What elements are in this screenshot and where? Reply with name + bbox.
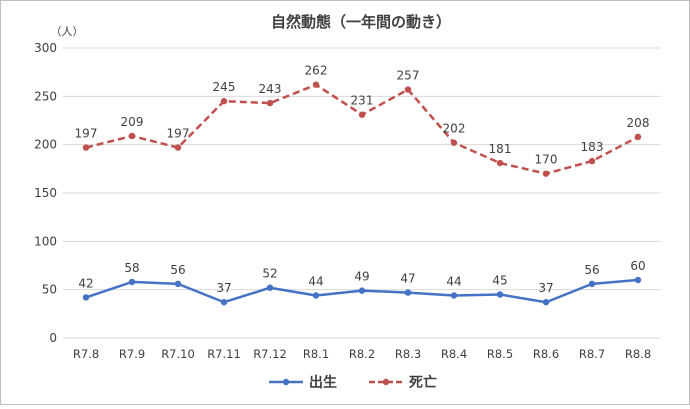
- data-label: 202: [443, 122, 466, 136]
- data-label: 56: [584, 263, 599, 277]
- data-point: [220, 97, 228, 105]
- data-point: [358, 287, 366, 294]
- data-label: 181: [489, 142, 512, 156]
- x-tick-label: R8.6: [533, 347, 559, 361]
- data-point: [82, 294, 90, 301]
- x-tick-label: R8.4: [441, 347, 467, 361]
- data-point: [266, 284, 274, 291]
- data-label: 60: [630, 259, 645, 273]
- data-point: [128, 132, 136, 140]
- x-axis-ticks: R7.8 R7.9 R7.10 R7.11 R7.12 R8.1 R8.2 R8.3 R8.4 R…: [73, 347, 651, 361]
- data-label: 56: [170, 263, 185, 277]
- data-label: 243: [259, 82, 282, 96]
- data-label: 262: [305, 64, 328, 78]
- data-label: 231: [351, 94, 374, 108]
- y-axis-unit-label: （人）: [51, 25, 84, 38]
- data-point: [588, 280, 596, 288]
- y-tick-label: 100: [34, 234, 57, 248]
- data-label: 47: [400, 272, 415, 286]
- x-tick-label: R8.8: [625, 347, 651, 361]
- data-label: 52: [262, 267, 277, 281]
- y-axis-ticks: 0 50 100 150 200 250 300: [34, 41, 57, 345]
- data-point: [174, 280, 182, 288]
- data-point: [588, 157, 596, 165]
- data-label: 58: [124, 261, 139, 275]
- x-tick-label: R7.10: [161, 347, 195, 361]
- data-label: 170: [535, 153, 558, 167]
- data-label: 49: [354, 270, 369, 284]
- data-label: 37: [538, 281, 553, 295]
- x-tick-label: R7.9: [119, 347, 145, 361]
- y-tick-label: 300: [34, 41, 57, 55]
- x-tick-label: R8.2: [349, 347, 375, 361]
- x-tick-label: R7.12: [253, 347, 287, 361]
- x-tick-label: R7.11: [207, 347, 241, 361]
- data-point: [450, 292, 458, 299]
- data-point: [358, 111, 366, 118]
- data-point: [404, 86, 412, 93]
- data-point: [266, 99, 274, 107]
- gridlines: [63, 47, 661, 339]
- series-layer: [82, 81, 642, 306]
- data-label: 183: [581, 140, 604, 154]
- x-tick-label: R8.5: [487, 347, 513, 361]
- legend-label: 死亡: [408, 374, 437, 391]
- y-tick-label: 200: [34, 138, 57, 152]
- chart-title: 自然動態（一年間の動き）: [271, 13, 451, 31]
- data-point: [220, 299, 228, 306]
- x-tick-label: R8.7: [579, 347, 605, 361]
- data-label: 44: [446, 274, 461, 288]
- x-tick-label: R8.1: [303, 347, 329, 361]
- x-tick-label: R8.3: [395, 347, 421, 361]
- data-point: [542, 299, 550, 306]
- data-point: [634, 276, 642, 284]
- data-point: [496, 159, 504, 167]
- legend: 出生 死亡: [269, 374, 437, 391]
- data-label: 42: [78, 276, 93, 290]
- data-label: 209: [121, 115, 144, 129]
- data-label: 44: [308, 274, 323, 288]
- legend-label: 出生: [309, 374, 337, 391]
- data-label: 197: [167, 127, 190, 141]
- data-label: 257: [397, 69, 420, 83]
- data-labels: 42 58 56 37 52 44 49 47 44 45 37 56 60 197 209 197 245 24…: [75, 64, 650, 296]
- legend-marker: [282, 378, 290, 386]
- data-point: [542, 170, 550, 177]
- y-tick-label: 50: [42, 283, 57, 297]
- x-tick-label: R7.8: [73, 347, 99, 361]
- data-point: [312, 292, 320, 299]
- data-label: 245: [213, 80, 236, 94]
- data-point: [128, 278, 136, 286]
- data-label: 197: [75, 127, 98, 141]
- data-point: [82, 144, 90, 151]
- data-point: [496, 291, 504, 298]
- data-label: 37: [216, 281, 231, 295]
- y-tick-label: 0: [49, 331, 57, 345]
- data-point: [634, 133, 642, 141]
- data-label: 45: [492, 274, 507, 288]
- data-point: [404, 289, 412, 296]
- y-tick-label: 150: [34, 186, 57, 200]
- data-point: [450, 139, 458, 146]
- data-point: [174, 144, 182, 151]
- data-point: [312, 81, 320, 88]
- data-label: 208: [627, 116, 650, 130]
- y-tick-label: 250: [34, 89, 57, 103]
- legend-marker: [382, 378, 390, 386]
